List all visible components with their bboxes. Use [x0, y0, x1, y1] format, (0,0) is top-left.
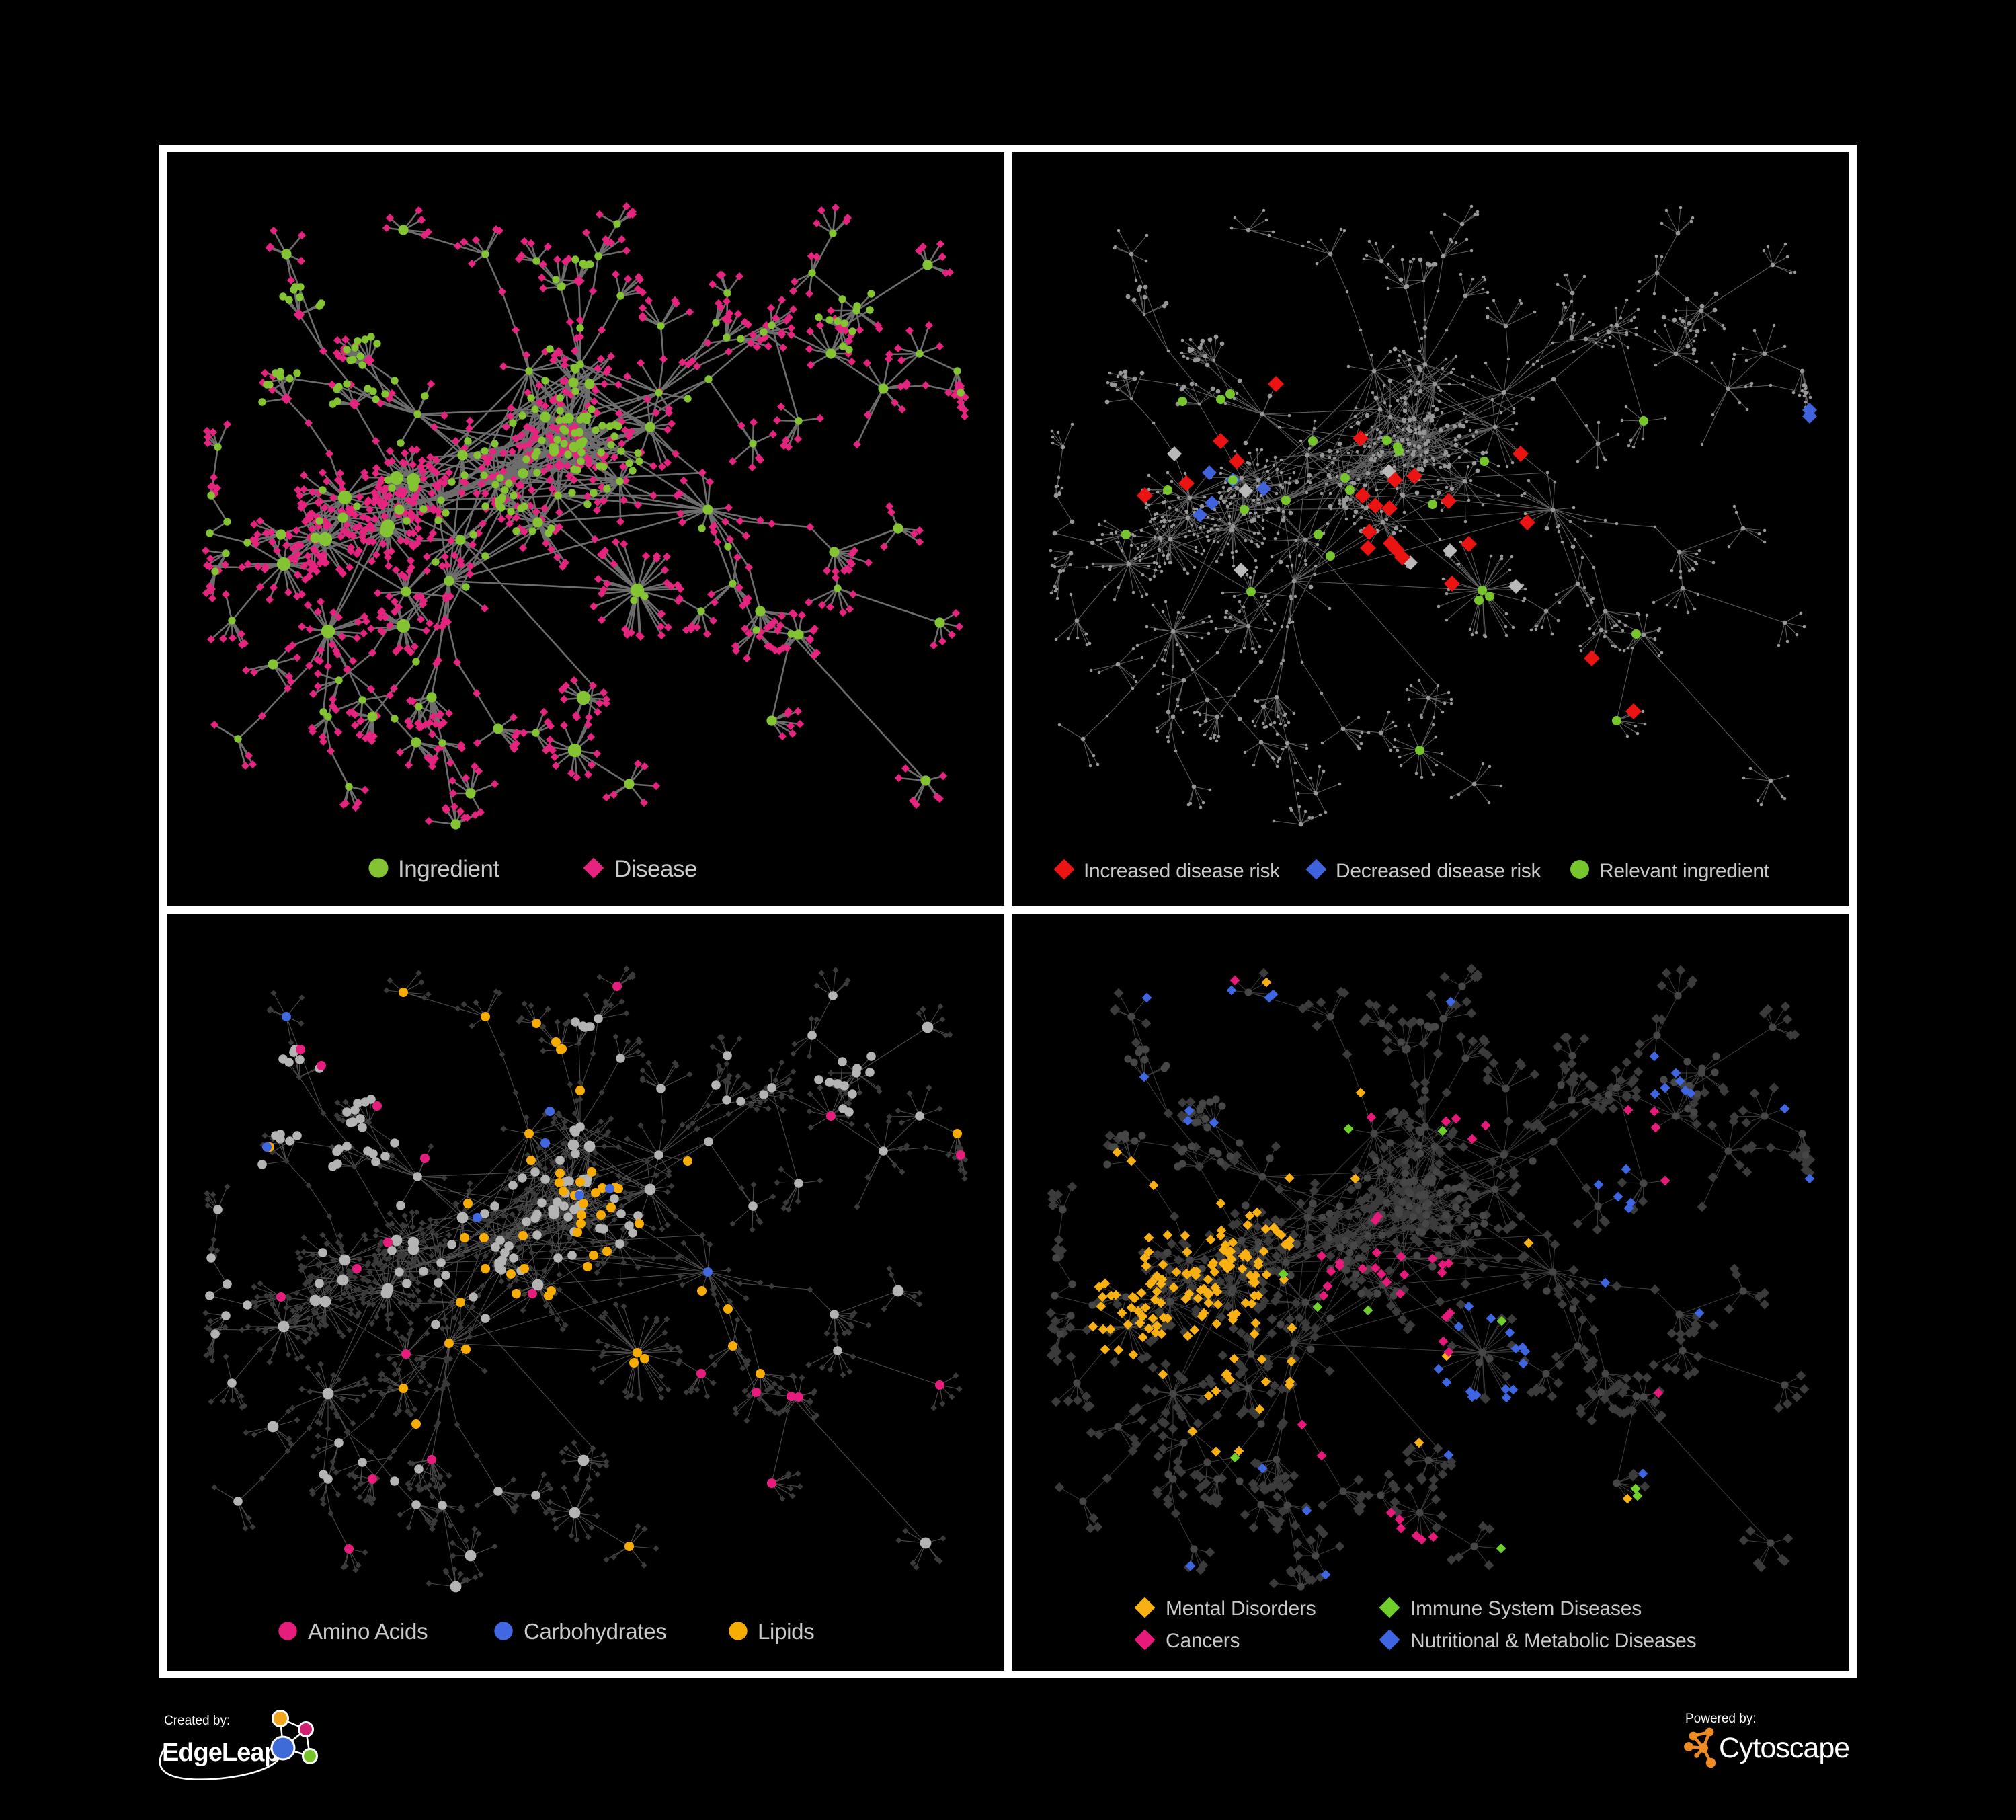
svg-text:Amino Acids: Amino Acids	[308, 1619, 428, 1644]
svg-text:Cytoscape: Cytoscape	[1719, 1732, 1849, 1764]
svg-text:Carbohydrates: Carbohydrates	[524, 1619, 667, 1644]
svg-text:Decreased disease risk: Decreased disease risk	[1336, 860, 1542, 882]
svg-text:Relevant ingredient: Relevant ingredient	[1599, 860, 1770, 882]
svg-text:Nutritional & Metabolic Diseas: Nutritional & Metabolic Diseases	[1410, 1630, 1696, 1652]
svg-text:Lipids: Lipids	[758, 1619, 814, 1644]
svg-text:Increased disease risk: Increased disease risk	[1084, 860, 1281, 882]
svg-text:Ingredient: Ingredient	[398, 856, 499, 882]
svg-text:EdgeLeap: EdgeLeap	[162, 1739, 279, 1767]
svg-text:Immune System Diseases: Immune System Diseases	[1410, 1597, 1642, 1620]
svg-text:Created by:: Created by:	[164, 1714, 230, 1728]
svg-text:Mental Disorders: Mental Disorders	[1166, 1597, 1316, 1620]
svg-text:Powered by:: Powered by:	[1685, 1712, 1757, 1726]
svg-text:Cancers: Cancers	[1166, 1630, 1240, 1652]
svg-text:Disease: Disease	[614, 856, 697, 882]
